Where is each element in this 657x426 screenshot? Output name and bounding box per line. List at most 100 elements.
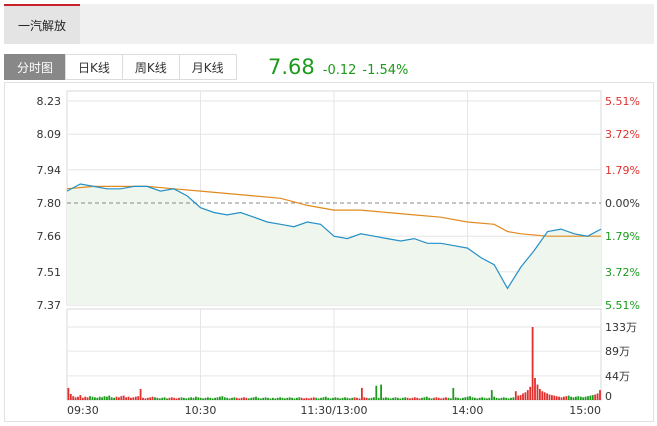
volume-tick-label: 89万 (605, 345, 630, 358)
volume-bar (589, 395, 592, 400)
volume-bar (560, 397, 563, 400)
tab-daily-k[interactable]: 日K线 (65, 54, 122, 80)
volume-bar (120, 396, 123, 400)
price-tick-label: 8.09 (37, 128, 62, 141)
volume-tick-label: 0 (605, 390, 612, 403)
volume-bar (385, 397, 387, 400)
price-tick-label: 8.23 (37, 95, 62, 108)
volume-bar (69, 394, 72, 400)
volume-bar (493, 396, 496, 400)
volume-bar (262, 397, 265, 400)
volume-bar (274, 398, 277, 400)
volume-bar (312, 397, 315, 400)
stock-tab[interactable]: 一汽解放 (4, 4, 80, 44)
volume-bar (462, 397, 464, 400)
volume-bar (336, 397, 339, 400)
volume-bar (315, 397, 318, 400)
volume-bar (481, 397, 483, 400)
volume-bar (464, 397, 467, 400)
volume-bar (440, 398, 443, 400)
volume-bar (163, 397, 166, 400)
volume-bar (546, 393, 548, 400)
intraday-chart: 8.23 5.51% 8.09 3.72% 7.94 1.79% 7.80 0.00% 7.66… (4, 82, 654, 422)
tab-monthly-k[interactable]: 月K线 (178, 54, 237, 80)
volume-bar (183, 397, 185, 400)
volume-bar (250, 397, 253, 400)
volume-bar (567, 395, 570, 400)
period-tabs: 分时图 日K线 周K线 月K线 (4, 54, 237, 80)
volume-bar (264, 397, 267, 400)
volume-bar (300, 397, 303, 400)
volume-bar (214, 397, 216, 400)
volume-bar (514, 391, 517, 400)
volume-bar (572, 397, 575, 400)
volume-bar (303, 398, 305, 400)
volume-bar (81, 397, 84, 400)
volume-bar (341, 397, 344, 400)
volume-bar (168, 397, 171, 400)
tab-intraday[interactable]: 分时图 (4, 54, 66, 80)
volume-bar (178, 397, 180, 400)
volume-bar (387, 397, 390, 400)
volume-bar (255, 396, 257, 400)
volume-bar (216, 397, 219, 400)
volume-bar (351, 397, 354, 400)
volume-bar (401, 397, 404, 400)
volume-bar (305, 397, 308, 400)
volume-bar (187, 397, 190, 400)
time-tick-label: 10:30 (185, 404, 217, 417)
volume-bar (596, 393, 599, 400)
volume-bar (243, 397, 245, 400)
tab-weekly-k[interactable]: 周K线 (121, 54, 179, 80)
volume-bar (298, 397, 301, 400)
volume-bar (469, 396, 471, 400)
volume-bar (389, 398, 392, 400)
price-tick-label: 7.94 (37, 164, 62, 177)
volume-bar (245, 397, 248, 400)
price-area (67, 184, 601, 305)
volume-bar (146, 397, 149, 400)
volume-bar (495, 397, 498, 400)
volume-bar (96, 397, 99, 400)
pct-tick-label: 5.51% (605, 95, 640, 108)
time-tick-label: 14:00 (452, 404, 484, 417)
volume-bar (517, 395, 520, 400)
volume-bar (375, 385, 378, 400)
volume-bar (339, 398, 342, 400)
volume-bar (365, 397, 368, 400)
volume-bar (207, 397, 209, 400)
volume-bar (257, 397, 260, 400)
volume-bar (259, 398, 262, 400)
volume-bar (423, 397, 426, 400)
volume-bar (476, 398, 479, 400)
volume-bar (127, 396, 130, 400)
volume-bar (108, 395, 111, 400)
volume-bar (86, 397, 89, 400)
volume-bar (348, 398, 351, 400)
volume-bar (377, 397, 380, 400)
volume-bar (548, 394, 551, 400)
volume-bar (454, 397, 457, 400)
volume-bar (226, 397, 229, 400)
volume-bar (190, 397, 192, 400)
volume-bar (543, 392, 546, 400)
price-tick-label: 7.66 (37, 230, 62, 243)
volume-bar (134, 396, 137, 400)
volume-bar (106, 396, 108, 400)
volume-bar (524, 392, 527, 400)
volume-bar (320, 397, 322, 400)
volume-bar (452, 387, 455, 400)
volume-bar (478, 397, 481, 400)
volume-bar (67, 387, 70, 400)
volume-bar (293, 398, 296, 400)
volume-bar (430, 398, 433, 400)
volume-bar (512, 397, 515, 400)
volume-bar (551, 395, 553, 400)
volume-bar (346, 397, 349, 400)
volume-bar (582, 397, 585, 400)
volume-bar (118, 397, 120, 400)
volume-bar (498, 398, 500, 400)
volume-bar (89, 396, 91, 400)
volume-bar (370, 397, 373, 400)
volume-bar (558, 396, 560, 400)
